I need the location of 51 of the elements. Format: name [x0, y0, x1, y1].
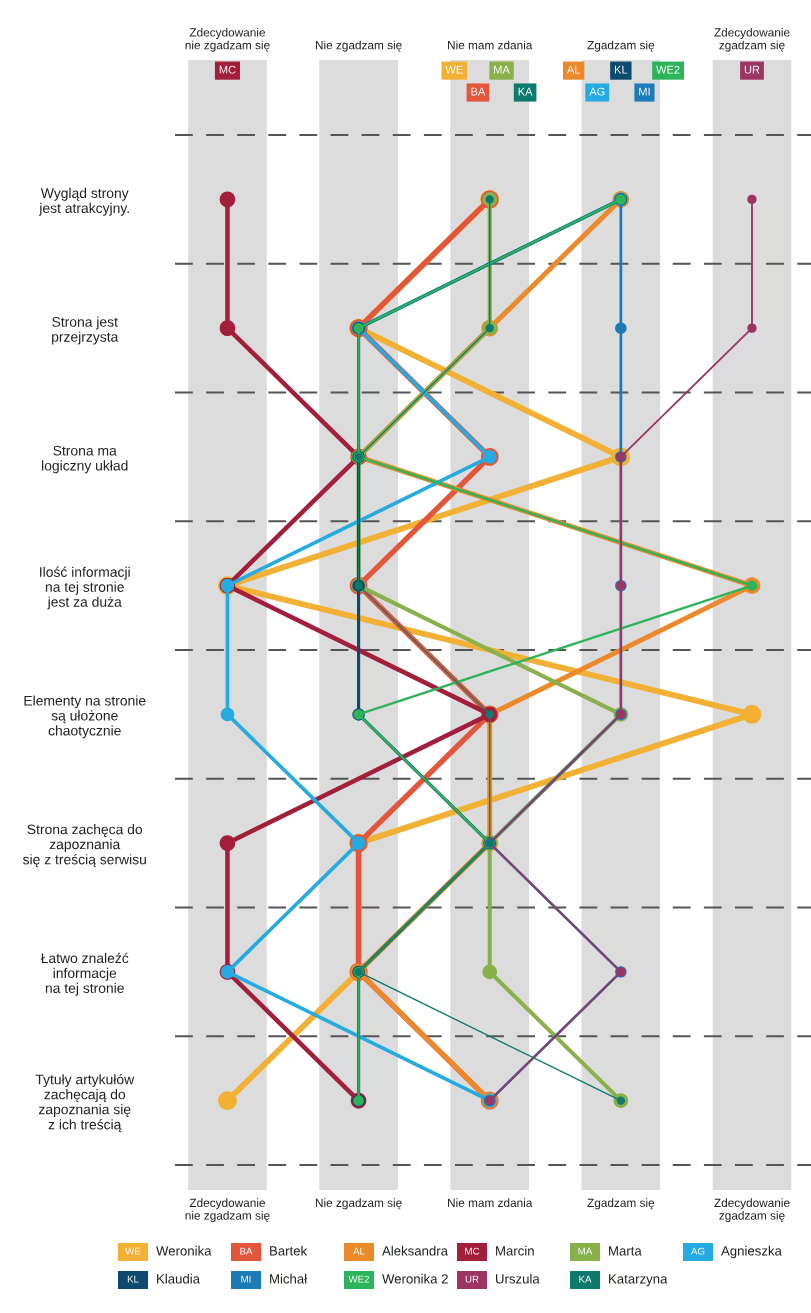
text: MC	[465, 1247, 480, 1255]
text: Nie zgadzam się	[315, 40, 402, 52]
y-tick-label: Łatwo znaleźć informacje na tej stronie	[40, 952, 129, 996]
text: Zdecydowanie nie zgadzam się	[185, 1198, 270, 1223]
legend-label: Marcin	[496, 1245, 534, 1256]
y-tick-label: Tytuły artykułów zachęcają do zapoznania się z ich treścią	[35, 1073, 135, 1133]
text: MA	[578, 1247, 593, 1255]
text: Nie zgadzam się	[315, 1198, 402, 1210]
legend-label: Michał	[270, 1273, 308, 1284]
annotation: BA	[471, 87, 486, 96]
y-tick-label: Ilość informacji na tej stronie jest za duża	[40, 566, 130, 610]
y-tick-label: Strona ma logiczny układ	[42, 445, 128, 474]
legend-label: Weronika	[156, 1245, 212, 1256]
text: WE	[125, 1247, 141, 1255]
annotation: WE	[445, 65, 463, 74]
annotation: MA	[494, 65, 510, 74]
annotation: UR	[744, 65, 760, 74]
text: Zdecydowanie zgadzam się	[714, 1198, 790, 1223]
y-tick-label: Elementy na stronie są ułożone chaotycznie	[24, 695, 146, 739]
y-tick-label: Wygląd strony jest atrakcyjny.	[38, 187, 129, 216]
text: Zdecydowanie zgadzam się	[714, 27, 790, 52]
text: Zgadzam się	[587, 1198, 655, 1210]
annotation: MC	[219, 65, 236, 74]
text: AL	[353, 1247, 365, 1255]
text: Zgadzam się	[587, 40, 655, 52]
annotation: MI	[639, 87, 650, 96]
legend-label: Katarzyna	[609, 1274, 668, 1287]
legend-label: Klaudia	[157, 1273, 201, 1284]
legend-label: Marta	[609, 1246, 642, 1256]
annotation: WE2	[656, 65, 680, 74]
text: Zdecydowanie nie zgadzam się	[185, 27, 270, 52]
y-tick-label: Strona zachęca do zapoznania się z treścią serwisu	[22, 824, 146, 868]
text: BA	[240, 1247, 253, 1255]
annotation: KL	[614, 65, 628, 74]
legend-label: Bartek	[270, 1245, 308, 1256]
legend-label: Urszula	[496, 1273, 540, 1284]
text: KL	[127, 1275, 139, 1283]
text: AG	[691, 1247, 705, 1255]
text: KA	[579, 1275, 592, 1283]
text: Nie mam zdania	[448, 40, 533, 50]
legend-label: Weronika 2	[382, 1273, 448, 1284]
legend-label: Aleksandra	[382, 1245, 449, 1256]
text: Nie mam zdania	[448, 1198, 533, 1207]
y-tick-label: Strona jest przejrzysta	[52, 316, 119, 345]
annotation: KA	[518, 87, 533, 96]
annotation: AG	[589, 87, 605, 96]
annotation: AL	[566, 65, 581, 74]
text: MI	[241, 1275, 251, 1283]
text: UR	[465, 1275, 479, 1283]
text: WE2	[348, 1275, 370, 1283]
legend-label: Agnieszka	[721, 1245, 782, 1259]
